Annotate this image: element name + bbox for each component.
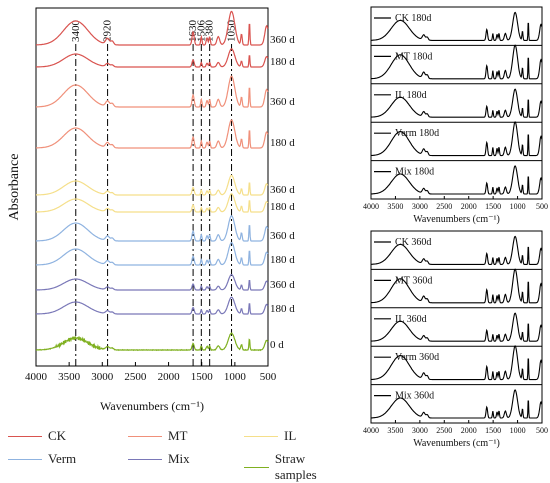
panel-series-label: MT 180d <box>395 51 432 62</box>
panel-x-tick-label: 2000 <box>461 202 477 211</box>
panel-x-axis-label: Wavenumbers (cm⁻¹) <box>413 214 500 225</box>
series-time-label: 360 d <box>270 96 295 108</box>
panel-x-tick-label: 2000 <box>461 426 477 435</box>
legend-item-ck: CK <box>8 428 66 444</box>
panel-spectrum-mt-180d <box>371 44 543 80</box>
series-time-label: 360 d <box>270 34 295 46</box>
panel-series-label: Mix 360d <box>395 391 434 402</box>
legend-item-mix: Mix <box>128 451 190 467</box>
series-time-label: 180 d <box>270 56 295 68</box>
legend-item-straw: Straw samples <box>244 451 330 483</box>
legend-swatch <box>128 435 162 437</box>
main-plot-frame <box>35 7 269 367</box>
panel-series-label: Verm 180d <box>395 128 439 139</box>
panel-series-label: IL 180d <box>395 90 427 101</box>
panel-x-tick-label: 1000 <box>510 426 526 435</box>
legend-label: CK <box>48 428 67 443</box>
legend-label: Straw samples <box>274 451 317 482</box>
panel-x-tick-label: 1500 <box>485 202 501 211</box>
series-time-label: 360 d <box>270 230 295 242</box>
spectrum-ck-360d <box>36 10 269 46</box>
panel-x-tick-label: 3000 <box>412 426 428 435</box>
panel-x-tick-label: 3500 <box>387 202 403 211</box>
spectrum-straw-samples-0d <box>35 332 269 352</box>
panel-spectrum-ck-360d <box>371 235 543 265</box>
panel-x-axis-label: Wavenumbers (cm⁻¹) <box>413 438 500 449</box>
spectrum-verm-360d <box>36 215 269 242</box>
spectrum-mt-360d <box>36 75 269 108</box>
series-time-label: 180 d <box>270 201 295 213</box>
legend-label: MT <box>168 428 188 443</box>
spectrum-il-180d <box>36 193 269 213</box>
spectrum-mix-180d <box>36 296 269 315</box>
panel-series-label: CK 180d <box>395 13 431 24</box>
panel-series-label: MT 360d <box>395 275 432 286</box>
x-tick-label: 1000 <box>224 371 247 383</box>
legend-label: Verm <box>48 451 77 466</box>
y-axis-label: Absorbance <box>7 154 22 221</box>
legend-item-il: IL <box>244 428 296 444</box>
x-axis-label: Wavenumbers (cm⁻¹) <box>100 399 204 413</box>
panel-x-tick-label: 3500 <box>387 426 403 435</box>
panel-series-label: Verm 360d <box>395 352 439 363</box>
panel-spectrum-mix-360d <box>371 389 543 419</box>
reference-label-1506: 1506 <box>195 20 207 43</box>
legend-item-verm: Verm <box>8 451 76 467</box>
x-tick-label: 2000 <box>158 371 181 383</box>
x-tick-label: 4000 <box>25 371 48 383</box>
panel-x-tick-label: 2500 <box>436 202 452 211</box>
x-tick-label: 3000 <box>91 371 114 383</box>
legend-label: IL <box>284 428 297 443</box>
reference-label-1630: 1630 <box>187 20 199 43</box>
reference-label-1380: 1380 <box>204 20 216 43</box>
panel-x-tick-label: 4000 <box>363 426 379 435</box>
series-time-label: 0 d <box>270 339 284 351</box>
panel-spectrum-verm-360d <box>371 345 543 381</box>
legend-swatch <box>244 435 278 437</box>
spectrum-il-360d <box>36 174 269 196</box>
panel-x-tick-label: 4000 <box>363 202 379 211</box>
spectrum-mt-180d <box>36 119 269 149</box>
spectrum-ck-180d <box>36 48 269 68</box>
panel-x-tick-label: 2500 <box>436 426 452 435</box>
panel-spectrum-verm-180d <box>371 121 543 157</box>
spectrum-mix-360d <box>36 273 269 291</box>
panel-series-label: IL 360d <box>395 314 427 325</box>
series-time-label: 180 d <box>270 303 295 315</box>
panel-x-tick-label: 3000 <box>412 202 428 211</box>
panel-spectrum-ck-180d <box>371 11 543 41</box>
panel-x-tick-label: 1500 <box>485 426 501 435</box>
legend-swatch <box>128 458 162 460</box>
x-tick-label: 2500 <box>124 371 147 383</box>
x-tick-label: 3500 <box>58 371 81 383</box>
spectrum-verm-180d <box>36 241 269 266</box>
series-time-label: 360 d <box>270 184 295 196</box>
series-time-label: 180 d <box>270 137 295 149</box>
legend-swatch <box>8 435 42 437</box>
series-time-label: 360 d <box>270 279 295 291</box>
legend-swatch <box>8 458 42 460</box>
panel-spectrum-mt-360d <box>371 268 543 304</box>
panel-spectrum-il-360d <box>371 312 543 342</box>
series-time-label: 180 d <box>270 254 295 266</box>
legend: CK MT IL Verm Mix Straw samples <box>0 424 330 482</box>
x-tick-label: 500 <box>260 371 277 383</box>
x-tick-label: 1500 <box>191 371 214 383</box>
panel-series-label: CK 360d <box>395 237 431 248</box>
panel-x-tick-label: 500 <box>536 426 548 435</box>
panel-x-tick-label: 500 <box>536 202 548 211</box>
panel-x-tick-label: 1000 <box>510 202 526 211</box>
panel-series-label: Mix 180d <box>395 167 434 178</box>
legend-item-mt: MT <box>128 428 188 444</box>
legend-swatch <box>244 466 269 468</box>
panel-spectrum-il-180d <box>371 88 543 118</box>
panel-spectrum-mix-180d <box>371 165 543 195</box>
reference-label-3400: 3400 <box>70 20 82 43</box>
legend-label: Mix <box>168 451 190 466</box>
reference-label-2920: 2920 <box>102 20 114 42</box>
